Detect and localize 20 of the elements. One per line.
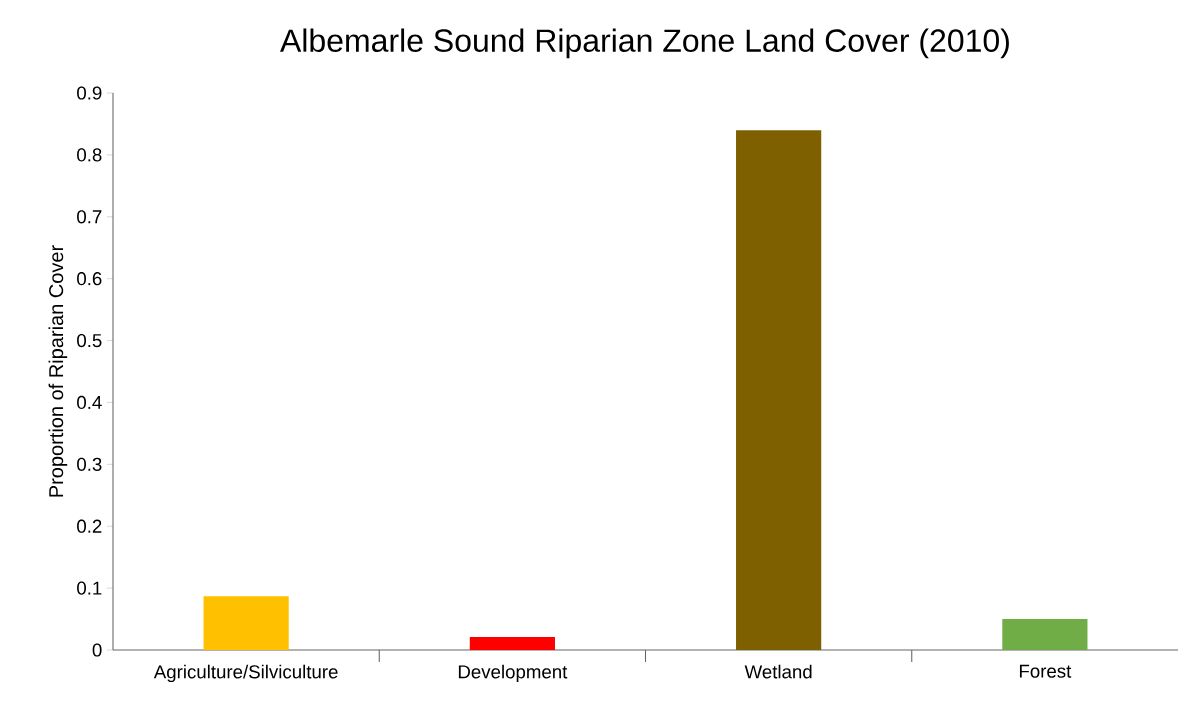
y-tick-label: 0.6	[77, 272, 102, 286]
y-tick-label: 0.7	[77, 210, 102, 224]
chart-title: Albemarle Sound Riparian Zone Land Cover (2010)	[280, 28, 1009, 59]
y-tick-label: 0.3	[77, 457, 102, 471]
y-tick-label: 0.8	[77, 148, 102, 162]
bar	[736, 130, 822, 650]
x-tick-label: Development	[458, 664, 568, 683]
y-tick-label: 0.2	[77, 519, 102, 533]
y-tick-label: 0.4	[77, 395, 102, 410]
x-tick-label: Agriculture/Silviculture	[153, 664, 338, 683]
bar	[203, 596, 289, 650]
x-tick-label: Forest	[1019, 664, 1072, 678]
bar	[1002, 619, 1088, 650]
y-tick-label: 0.1	[77, 581, 102, 595]
y-tick-label: 0.5	[77, 333, 102, 348]
y-tick-label: 0	[92, 643, 102, 657]
x-tick-label: Wetland	[744, 664, 812, 679]
y-axis-title: Proportion of Riparian Cover	[48, 245, 68, 497]
y-tick-label: 0.9	[77, 86, 102, 100]
bar	[469, 637, 555, 650]
